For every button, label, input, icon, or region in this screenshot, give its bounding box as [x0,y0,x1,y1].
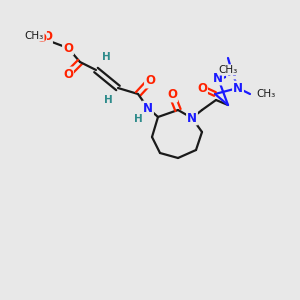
Text: N: N [187,112,197,124]
Text: CH₃: CH₃ [25,31,44,41]
Text: H: H [103,95,112,105]
Text: H: H [102,52,110,62]
Text: O: O [42,31,52,44]
Text: O: O [167,88,177,101]
Text: N: N [143,101,153,115]
Text: O: O [36,32,46,44]
Text: N: N [233,82,243,94]
Text: O: O [145,74,155,88]
Text: O: O [197,82,207,94]
Text: N: N [213,71,223,85]
Text: CH₃: CH₃ [256,89,275,99]
Text: N: N [227,65,237,79]
Text: O: O [63,41,73,55]
Text: CH₃: CH₃ [218,65,238,75]
Text: O: O [63,68,73,80]
Text: H: H [134,114,142,124]
